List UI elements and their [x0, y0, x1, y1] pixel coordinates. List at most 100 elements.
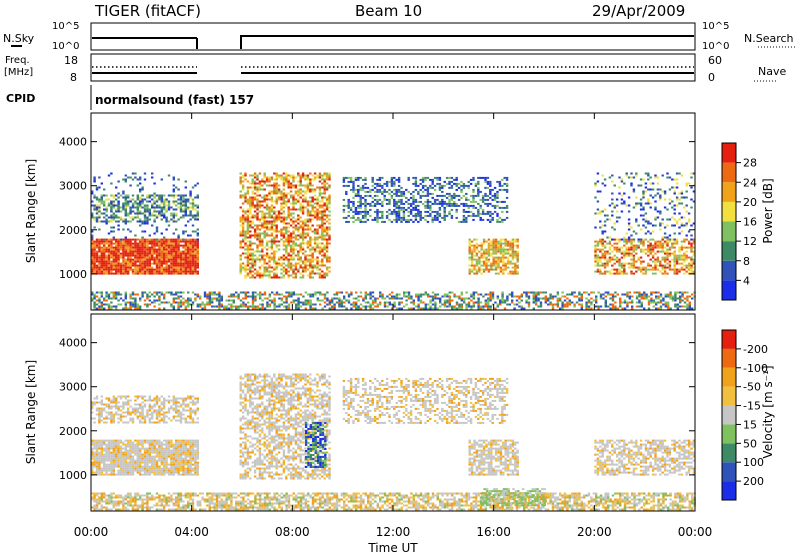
power-echo-cell: [357, 188, 360, 191]
power-echo-cell: [175, 260, 178, 263]
power-echo-cell: [282, 276, 286, 279]
power-echo-cell: [241, 174, 245, 177]
power-echo-cell: [93, 194, 96, 197]
power-echo-cell: [674, 291, 677, 294]
power-echo-cell: [316, 260, 319, 263]
power-echo-cell: [301, 194, 305, 197]
power-echo-cell: [239, 178, 242, 181]
power-echo-cell: [110, 254, 113, 257]
power-echo-cell: [241, 228, 245, 231]
power-echo-cell: [148, 250, 151, 253]
power-echo-cell: [566, 303, 569, 306]
power-echo-cell: [112, 291, 115, 294]
power-echo-cell: [100, 264, 103, 267]
power-echo-cell: [268, 240, 271, 243]
power-echo-cell: [501, 206, 504, 209]
power-echo-cell: [153, 272, 156, 275]
power-echo-cell: [381, 184, 384, 187]
power-echo-cell: [509, 260, 512, 263]
power-echo-cell: [95, 240, 99, 243]
power-echo-cell: [361, 202, 365, 205]
power-echo-cell: [402, 206, 406, 209]
power-echo-cell: [299, 188, 302, 191]
power-echo-cell: [496, 196, 499, 199]
power-echo-cell: [455, 178, 458, 181]
power-echo-cell: [151, 252, 154, 255]
power-echo-cell: [349, 206, 353, 209]
power-echo-cell: [292, 196, 295, 199]
power-echo-cell: [637, 258, 640, 261]
power-echo-cell: [357, 204, 360, 207]
power-echo-cell: [652, 301, 655, 304]
power-echo-cell: [263, 270, 266, 273]
power-echo-cell: [463, 297, 466, 300]
power-echo-cell: [318, 190, 322, 193]
power-echo-cell: [601, 240, 604, 243]
power-echo-cell: [280, 293, 283, 296]
power-echo-cell: [249, 234, 252, 237]
power-echo-cell: [350, 307, 353, 310]
power-echo-cell: [587, 305, 591, 308]
power-echo-cell: [436, 202, 439, 205]
power-echo-cell: [124, 238, 127, 241]
power-echo-cell: [165, 200, 168, 203]
power-echo-cell: [95, 268, 99, 271]
power-echo-cell: [390, 196, 394, 199]
power-echo-cell: [318, 224, 322, 227]
power-echo-cell: [246, 252, 250, 255]
power-echo-cell: [659, 240, 662, 243]
power-echo-cell: [671, 242, 674, 245]
power-echo-cell: [666, 254, 669, 257]
power-echo-cell: [175, 264, 178, 267]
power-echo-cell: [604, 301, 607, 304]
power-echo-cell: [331, 307, 334, 310]
power-echo-cell: [163, 242, 166, 245]
power-echo-cell: [496, 303, 499, 306]
power-echo-cell: [283, 295, 286, 298]
power-echo-cell: [637, 240, 640, 243]
power-echo-cell: [246, 216, 250, 219]
power-echo-cell: [249, 240, 252, 243]
power-echo-cell: [485, 258, 488, 261]
power-echo-cell: [270, 224, 274, 227]
power-echo-cell: [239, 262, 242, 265]
power-echo-cell: [474, 184, 478, 187]
power-echo-cell: [497, 266, 500, 269]
power-echo-cell: [280, 297, 283, 300]
power-echo-cell: [307, 301, 310, 304]
power-echo-cell: [304, 200, 307, 203]
power-echo-cell: [289, 236, 293, 239]
power-echo-cell: [402, 190, 406, 193]
power-echo-cell: [117, 200, 120, 203]
power-echo-cell: [131, 198, 135, 201]
power-echo-cell: [491, 216, 494, 219]
power-echo-cell: [158, 260, 161, 263]
power-echo-cell: [95, 250, 99, 253]
power-echo-cell: [139, 252, 142, 255]
power-echo-cell: [469, 178, 473, 181]
power-echo-cell: [301, 210, 305, 213]
power-echo-cell: [472, 297, 475, 300]
power-echo-cell: [678, 254, 681, 257]
power-echo-cell: [100, 301, 103, 304]
power-echo-cell: [378, 178, 382, 181]
power-echo-cell: [239, 216, 242, 219]
power-echo-cell: [492, 262, 495, 265]
power-echo-cell: [124, 254, 127, 257]
power-echo-cell: [431, 299, 435, 302]
power-echo-cell: [458, 303, 461, 306]
power-echo-cell: [455, 202, 458, 205]
power-echo-cell: [544, 299, 547, 302]
power-echo-cell: [673, 268, 676, 271]
power-echo-cell: [246, 256, 250, 259]
power-echo-cell: [429, 206, 432, 209]
power-echo-cell: [654, 262, 657, 265]
power-echo-cell: [306, 200, 310, 203]
power-echo-cell: [400, 206, 403, 209]
power-echo-cell: [661, 242, 664, 245]
power-echo-cell: [256, 234, 259, 237]
power-echo-cell: [460, 184, 463, 187]
power-echo-cell: [251, 307, 255, 310]
power-echo-cell: [328, 299, 331, 302]
power-echo-cell: [268, 293, 271, 296]
